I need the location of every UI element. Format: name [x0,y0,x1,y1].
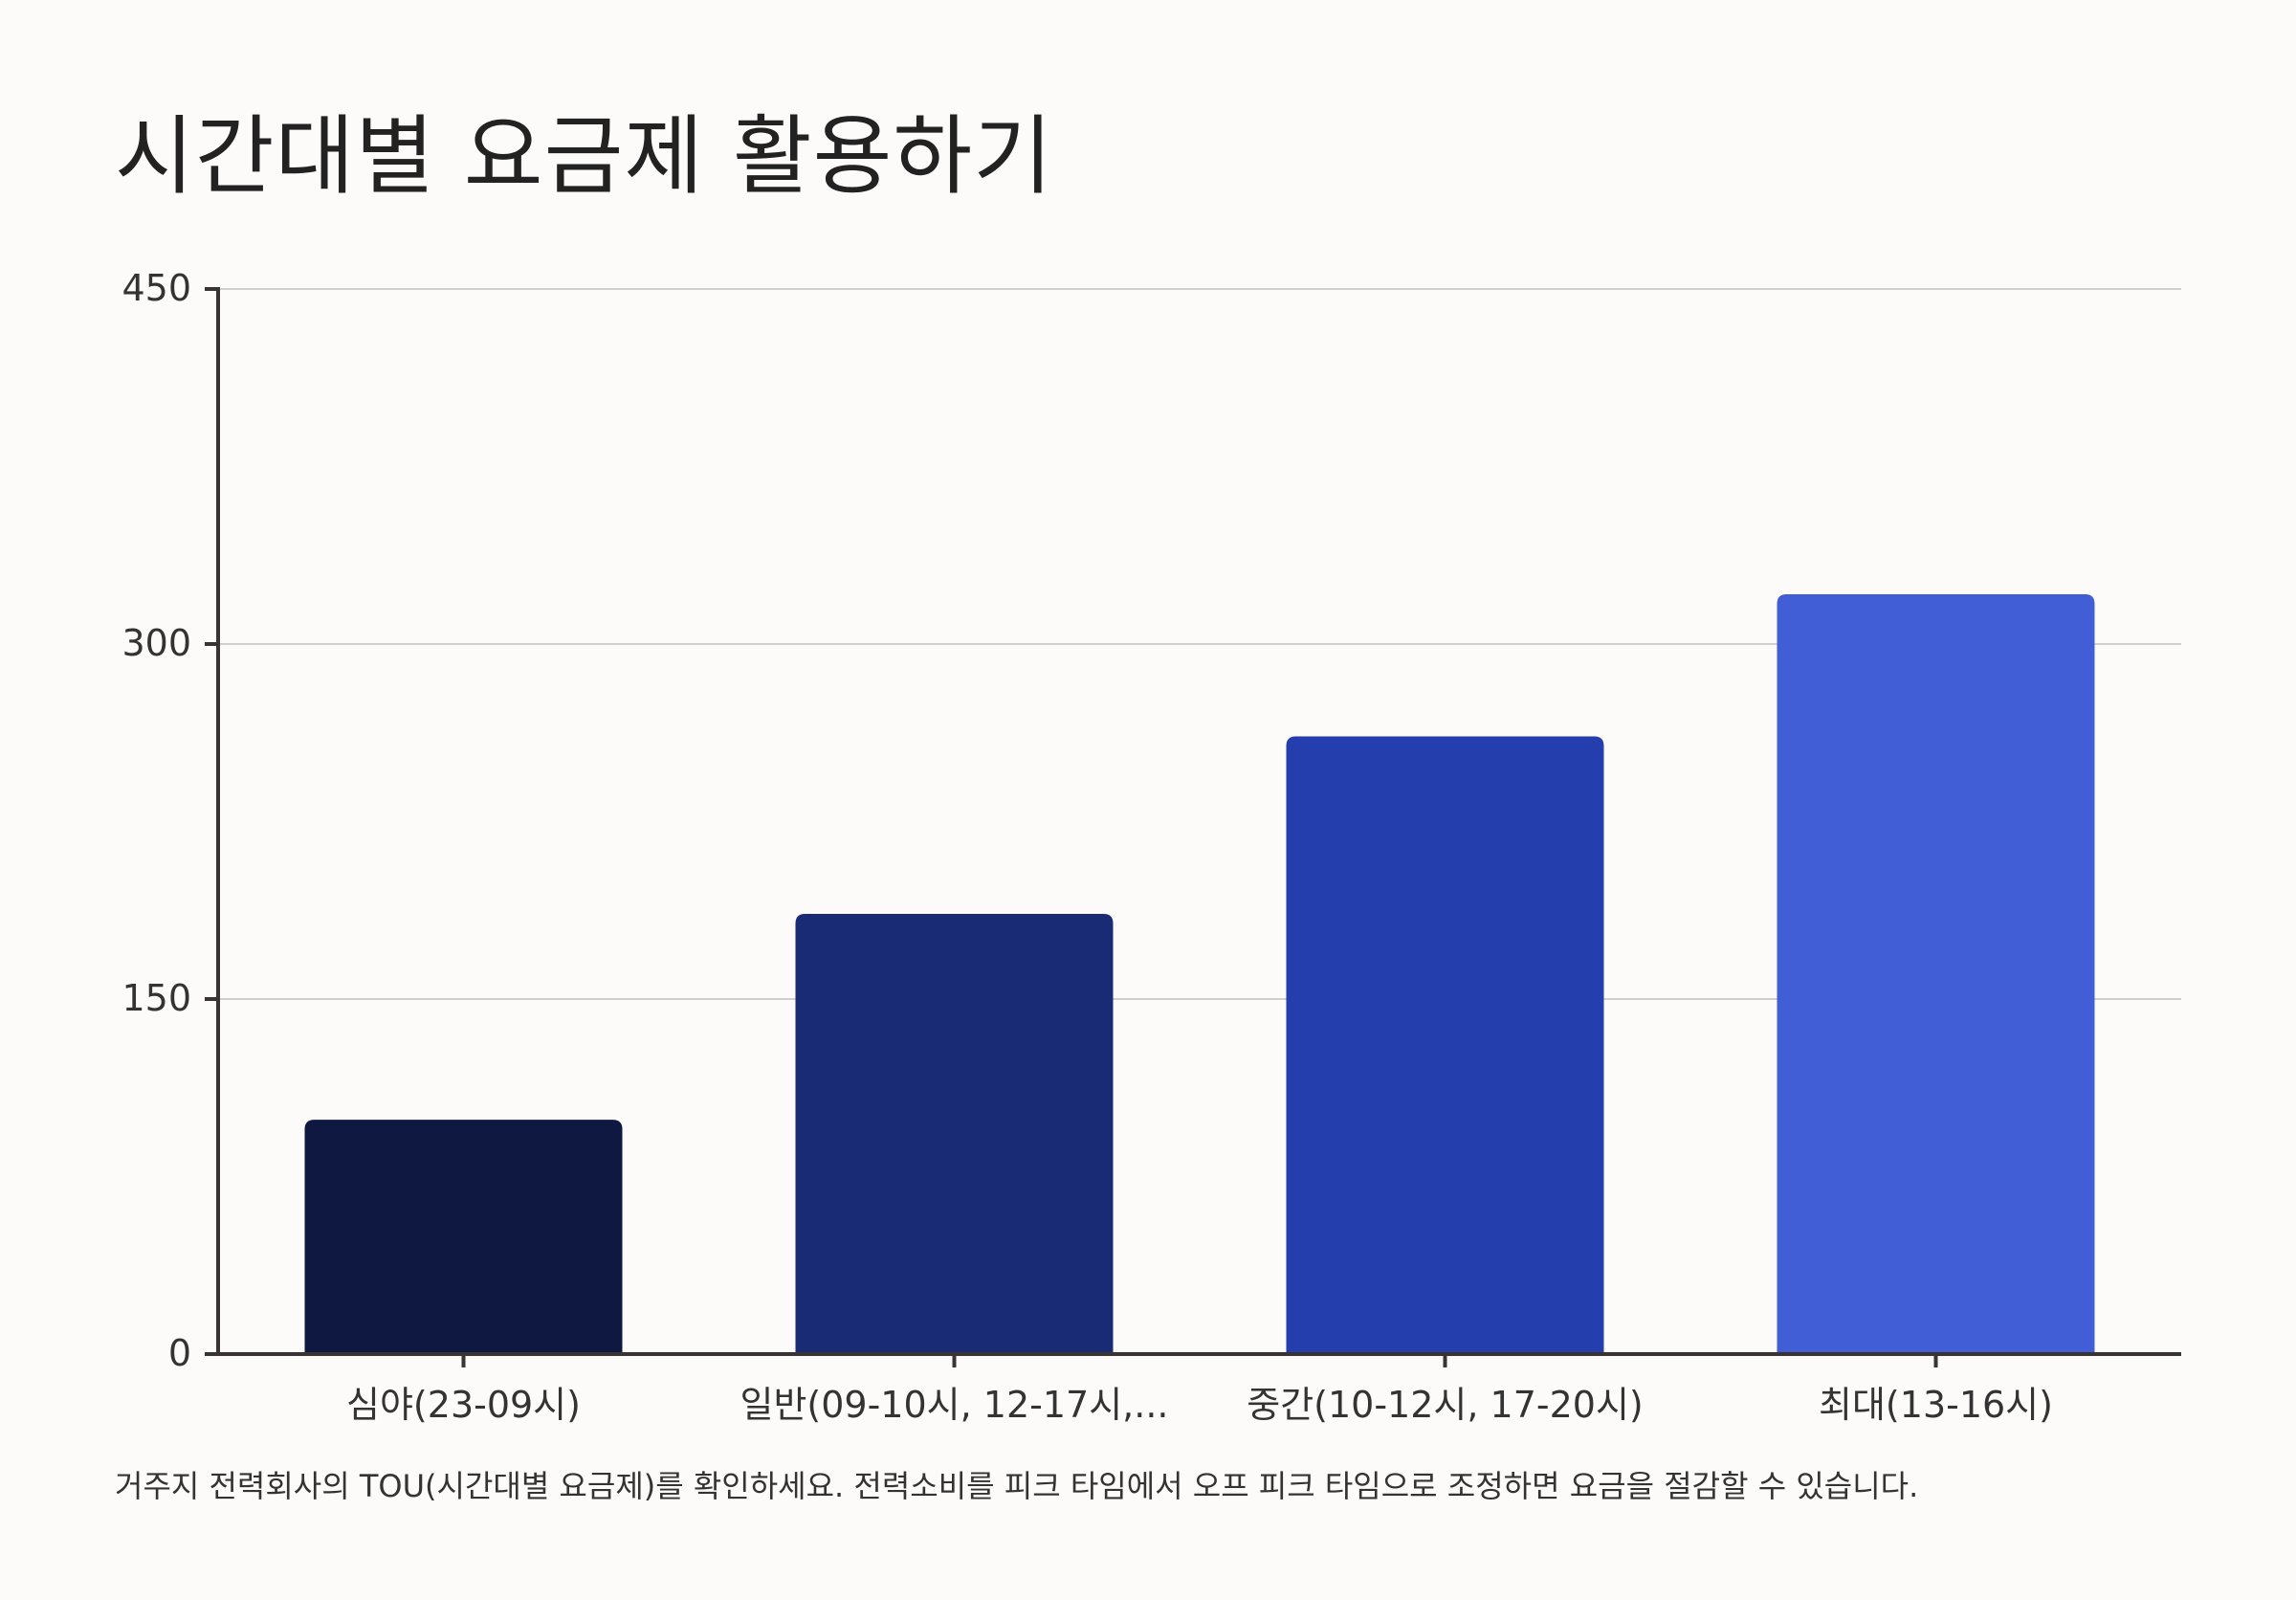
y-tick-labels: 0 150 300 450 [121,267,191,1374]
chart-title: 시간대별 요금제 활용하기 [115,106,1054,207]
bars [304,594,2095,1354]
x-tick-labels: 심야(23-09시) 일반(09-10시, 12-17시,... 중간(10-12시… [346,1384,2053,1426]
x-tick-label-0: 심야(23-09시) [346,1384,581,1426]
bar-1 [795,913,1114,1354]
x-tick-label-2: 중간(10-12시, 17-20시) [1247,1384,1644,1426]
x-tick-label-3: 최대(13-16시) [1819,1384,2053,1426]
footnote: 거주지 전력회사의 TOU(시간대별 요금제)를 확인하세요. 전력소비를 피크… [115,1468,1919,1504]
axes [205,287,2181,1367]
bar-2 [1286,736,1604,1354]
y-tick-label-0: 0 [168,1332,191,1374]
bar-0 [304,1120,623,1354]
y-tick-label-3: 450 [121,267,191,309]
y-tick-label-2: 300 [121,622,191,664]
bar-3 [1777,594,2095,1354]
y-tick-label-1: 150 [121,977,191,1019]
x-tick-label-1: 일반(09-10시, 12-17시,... [740,1384,1169,1426]
